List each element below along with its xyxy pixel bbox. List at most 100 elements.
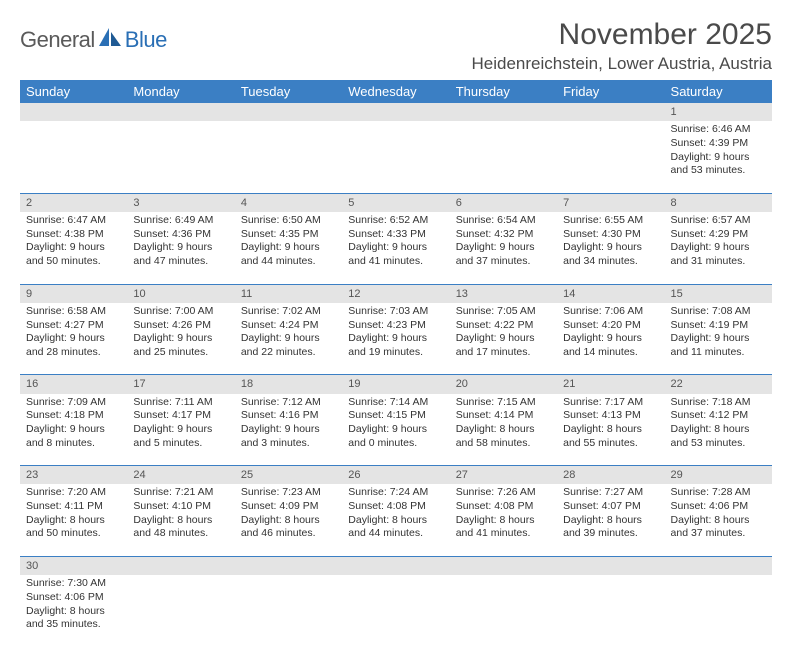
day-cell: Sunrise: 6:57 AMSunset: 4:29 PMDaylight:… [665,212,772,284]
sunrise-text: Sunrise: 7:09 AM [26,396,121,410]
day-cell: Sunrise: 6:47 AMSunset: 4:38 PMDaylight:… [20,212,127,284]
day-cell [342,121,449,193]
day-cell: Sunrise: 7:09 AMSunset: 4:18 PMDaylight:… [20,394,127,466]
daylight-text: Daylight: 8 hours and 48 minutes. [133,514,228,541]
day-cell [342,575,449,647]
sunrise-text: Sunrise: 7:15 AM [456,396,551,410]
day-number-cell: 28 [557,466,664,485]
day-cell: Sunrise: 7:00 AMSunset: 4:26 PMDaylight:… [127,303,234,375]
day-details: Sunrise: 7:11 AMSunset: 4:17 PMDaylight:… [127,394,234,455]
sunrise-text: Sunrise: 6:47 AM [26,214,121,228]
day-details: Sunrise: 7:05 AMSunset: 4:22 PMDaylight:… [450,303,557,364]
sunrise-text: Sunrise: 7:02 AM [241,305,336,319]
sunset-text: Sunset: 4:33 PM [348,228,443,242]
daylight-text: Daylight: 9 hours and 25 minutes. [133,332,228,359]
day-cell: Sunrise: 7:26 AMSunset: 4:08 PMDaylight:… [450,484,557,556]
daylight-text: Daylight: 9 hours and 41 minutes. [348,241,443,268]
daylight-text: Daylight: 9 hours and 47 minutes. [133,241,228,268]
day-details: Sunrise: 6:54 AMSunset: 4:32 PMDaylight:… [450,212,557,273]
day-number-cell: 9 [20,284,127,303]
sunrise-text: Sunrise: 7:24 AM [348,486,443,500]
sunset-text: Sunset: 4:35 PM [241,228,336,242]
day-details: Sunrise: 6:46 AMSunset: 4:39 PMDaylight:… [665,121,772,182]
day-number-cell: 18 [235,375,342,394]
daylight-text: Daylight: 8 hours and 41 minutes. [456,514,551,541]
day-details: Sunrise: 6:58 AMSunset: 4:27 PMDaylight:… [20,303,127,364]
day-cell [235,575,342,647]
day-number-cell: 26 [342,466,449,485]
sunset-text: Sunset: 4:30 PM [563,228,658,242]
location: Heidenreichstein, Lower Austria, Austria [472,54,773,74]
day-number-cell: 1 [665,103,772,121]
day-number-cell: 12 [342,284,449,303]
day-content-row: Sunrise: 6:58 AMSunset: 4:27 PMDaylight:… [20,303,772,375]
day-cell [235,121,342,193]
day-number-cell [127,556,234,575]
sunset-text: Sunset: 4:39 PM [671,137,766,151]
day-details: Sunrise: 7:27 AMSunset: 4:07 PMDaylight:… [557,484,664,545]
day-number-cell [557,103,664,121]
day-number-cell [235,556,342,575]
daylight-text: Daylight: 9 hours and 19 minutes. [348,332,443,359]
sunset-text: Sunset: 4:10 PM [133,500,228,514]
day-number-cell: 23 [20,466,127,485]
daylight-text: Daylight: 9 hours and 3 minutes. [241,423,336,450]
weekday-header: Monday [127,80,234,103]
sunset-text: Sunset: 4:16 PM [241,409,336,423]
sunset-text: Sunset: 4:15 PM [348,409,443,423]
sunset-text: Sunset: 4:08 PM [348,500,443,514]
day-details: Sunrise: 7:14 AMSunset: 4:15 PMDaylight:… [342,394,449,455]
sunset-text: Sunset: 4:29 PM [671,228,766,242]
sunset-text: Sunset: 4:17 PM [133,409,228,423]
day-number-cell: 20 [450,375,557,394]
weekday-header: Wednesday [342,80,449,103]
sunset-text: Sunset: 4:27 PM [26,319,121,333]
day-cell: Sunrise: 7:27 AMSunset: 4:07 PMDaylight:… [557,484,664,556]
day-number-cell: 6 [450,193,557,212]
sunset-text: Sunset: 4:24 PM [241,319,336,333]
sunset-text: Sunset: 4:08 PM [456,500,551,514]
sunrise-text: Sunrise: 7:14 AM [348,396,443,410]
day-number-row: 16171819202122 [20,375,772,394]
day-number-cell [450,103,557,121]
day-details: Sunrise: 7:18 AMSunset: 4:12 PMDaylight:… [665,394,772,455]
weekday-header: Tuesday [235,80,342,103]
day-number-cell [127,103,234,121]
day-number-row: 23242526272829 [20,466,772,485]
day-content-row: Sunrise: 7:09 AMSunset: 4:18 PMDaylight:… [20,394,772,466]
daylight-text: Daylight: 8 hours and 58 minutes. [456,423,551,450]
sunset-text: Sunset: 4:14 PM [456,409,551,423]
day-number-cell: 27 [450,466,557,485]
day-details: Sunrise: 6:57 AMSunset: 4:29 PMDaylight:… [665,212,772,273]
day-cell [450,575,557,647]
day-details: Sunrise: 7:30 AMSunset: 4:06 PMDaylight:… [20,575,127,636]
day-details: Sunrise: 6:49 AMSunset: 4:36 PMDaylight:… [127,212,234,273]
month-title: November 2025 [472,18,773,52]
daylight-text: Daylight: 9 hours and 5 minutes. [133,423,228,450]
day-cell: Sunrise: 6:55 AMSunset: 4:30 PMDaylight:… [557,212,664,284]
day-content-row: Sunrise: 6:47 AMSunset: 4:38 PMDaylight:… [20,212,772,284]
day-cell: Sunrise: 7:05 AMSunset: 4:22 PMDaylight:… [450,303,557,375]
daylight-text: Daylight: 8 hours and 53 minutes. [671,423,766,450]
daylight-text: Daylight: 8 hours and 37 minutes. [671,514,766,541]
day-number-cell: 8 [665,193,772,212]
sunrise-text: Sunrise: 7:11 AM [133,396,228,410]
daylight-text: Daylight: 9 hours and 22 minutes. [241,332,336,359]
daylight-text: Daylight: 8 hours and 44 minutes. [348,514,443,541]
sunset-text: Sunset: 4:36 PM [133,228,228,242]
day-number-cell: 13 [450,284,557,303]
sunrise-text: Sunrise: 6:46 AM [671,123,766,137]
day-cell [557,575,664,647]
daylight-text: Daylight: 9 hours and 53 minutes. [671,151,766,178]
daylight-text: Daylight: 8 hours and 50 minutes. [26,514,121,541]
day-details: Sunrise: 7:09 AMSunset: 4:18 PMDaylight:… [20,394,127,455]
daylight-text: Daylight: 8 hours and 46 minutes. [241,514,336,541]
weekday-header: Thursday [450,80,557,103]
header: General Blue November 2025 Heidenreichst… [20,18,772,74]
sunrise-text: Sunrise: 7:06 AM [563,305,658,319]
sunrise-text: Sunrise: 6:54 AM [456,214,551,228]
sunset-text: Sunset: 4:06 PM [26,591,121,605]
day-cell: Sunrise: 7:24 AMSunset: 4:08 PMDaylight:… [342,484,449,556]
day-cell: Sunrise: 7:03 AMSunset: 4:23 PMDaylight:… [342,303,449,375]
sunset-text: Sunset: 4:32 PM [456,228,551,242]
